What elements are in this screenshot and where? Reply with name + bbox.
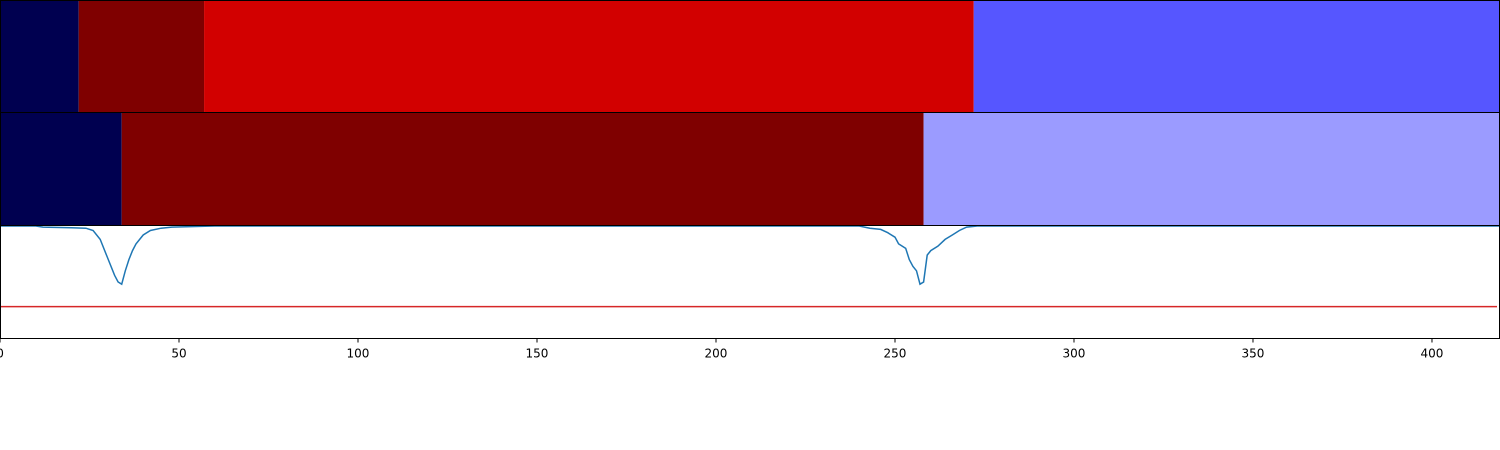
x-tick-label-300: 300 <box>1063 347 1086 361</box>
panel-frame-3 <box>0 225 1500 339</box>
x-tick-label-250: 250 <box>884 347 907 361</box>
segment-tracks <box>0 1 1500 225</box>
segment-bar-track-1-4 <box>973 1 1500 112</box>
x-axis: 0 50 100 150 200 250 300 350 400 <box>0 338 1444 361</box>
signal-panel <box>0 225 1500 308</box>
x-tick-label-150: 150 <box>526 347 549 361</box>
segment-bar-track-2-2 <box>121 113 924 225</box>
segment-bar-track-1-1 <box>0 1 79 112</box>
x-tick-label-100: 100 <box>347 347 370 361</box>
segment-bar-track-1-2 <box>78 1 205 112</box>
segment-bar-track-2-1 <box>0 113 122 225</box>
x-tick-label-50: 50 <box>171 347 186 361</box>
segment-bar-track-2-3 <box>923 113 1500 225</box>
segment-bar-track-1-3 <box>204 1 974 112</box>
x-tick-label-0: 0 <box>0 347 4 361</box>
signal-line <box>0 225 1500 286</box>
x-tick-label-350: 350 <box>1242 347 1265 361</box>
x-tick-label-200: 200 <box>705 347 728 361</box>
x-tick-label-400: 400 <box>1421 347 1444 361</box>
